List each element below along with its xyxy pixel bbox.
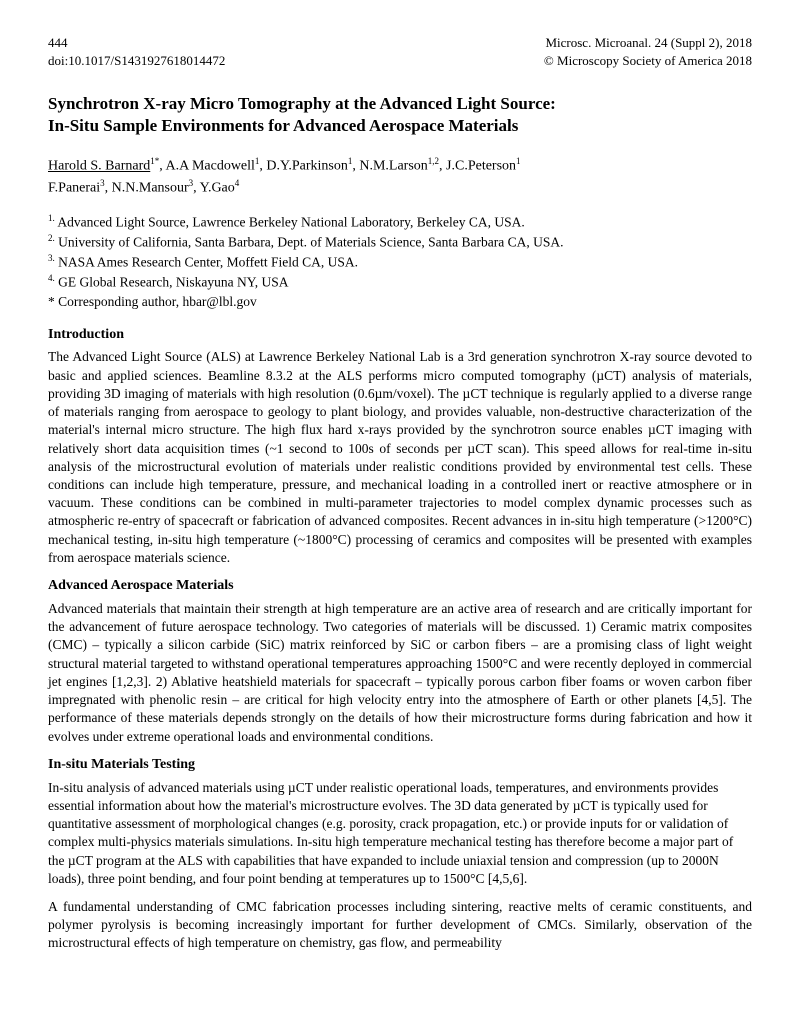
author: F.Panerai — [48, 180, 100, 195]
affiliation: NASA Ames Research Center, Moffett Field… — [55, 254, 358, 269]
affiliation: Advanced Light Source, Lawrence Berkeley… — [55, 214, 525, 229]
affiliations: 1. Advanced Light Source, Lawrence Berke… — [48, 212, 752, 312]
title-line-2: In-Situ Sample Environments for Advanced… — [48, 116, 518, 135]
author-list: Harold S. Barnard1*, A.A Macdowell 1 , D.Y… — [48, 155, 752, 198]
affil-sup: 4. — [48, 273, 55, 283]
copyright: © Microscopy Society of America 2018 — [544, 52, 752, 70]
author: , J.C.Peterson — [439, 159, 516, 174]
author-sup: 1* — [150, 156, 159, 166]
author-corresponding: Harold S. Barnard — [48, 159, 150, 174]
affil-sup: 3. — [48, 253, 55, 263]
affil-sup: 2. — [48, 233, 55, 243]
author: , Y.Gao — [193, 180, 235, 195]
author: , N.N.Mansour — [105, 180, 189, 195]
aerospace-paragraph: Advanced materials that maintain their s… — [48, 600, 752, 746]
paper-title: Synchrotron X-ray Micro Tomography at th… — [48, 93, 752, 137]
author-sup: 4 — [235, 178, 240, 188]
affiliation: University of California, Santa Barbara,… — [55, 234, 564, 249]
insitu-paragraph-2: A fundamental understanding of CMC fabri… — [48, 898, 752, 953]
section-heading-introduction: Introduction — [48, 326, 752, 345]
section-heading-aerospace: Advanced Aerospace Materials — [48, 577, 752, 596]
author: , N.M.Larson — [352, 159, 427, 174]
corresponding-author: * Corresponding author, hbar@lbl.gov — [48, 292, 752, 312]
affiliation: GE Global Research, Niskayuna NY, USA — [55, 274, 289, 289]
title-line-1: Synchrotron X-ray Micro Tomography at th… — [48, 94, 556, 113]
page-number: 444 — [48, 34, 68, 52]
author: , A.A Macdowell — [159, 159, 255, 174]
author-sup: 1 — [516, 156, 521, 166]
affil-sup: 1. — [48, 213, 55, 223]
insitu-paragraph-1: In-situ analysis of advanced materials u… — [48, 779, 752, 888]
author: , D.Y.Parkinson — [259, 159, 347, 174]
journal-ref: Microsc. Microanal. 24 (Suppl 2), 2018 — [545, 34, 752, 52]
doi: doi:10.1017/S1431927618014472 — [48, 52, 225, 70]
section-heading-insitu: In-situ Materials Testing — [48, 756, 752, 775]
author-sup: 1,2 — [428, 156, 439, 166]
introduction-paragraph: The Advanced Light Source (ALS) at Lawre… — [48, 348, 752, 567]
